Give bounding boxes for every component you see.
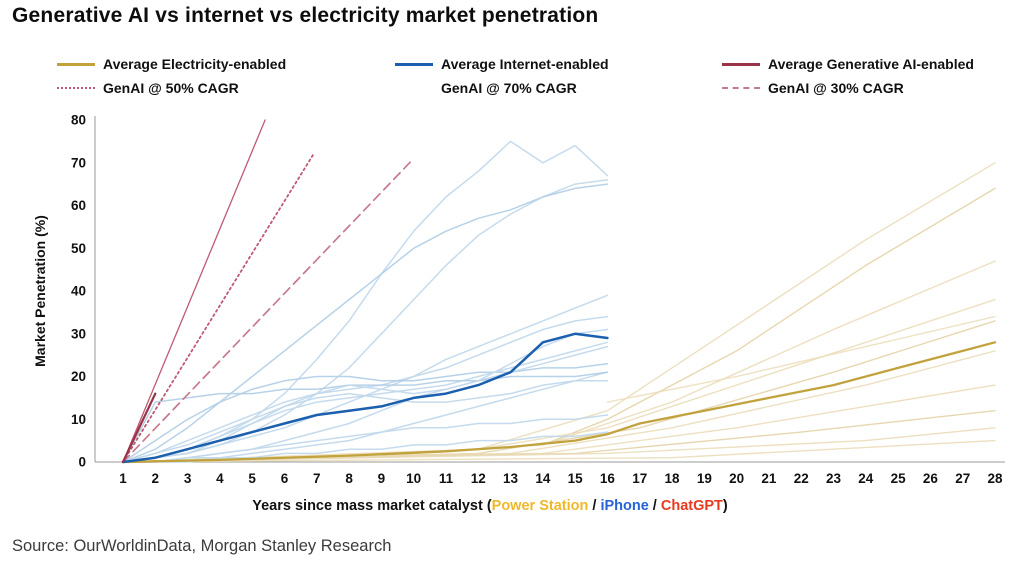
- electricity-tech-9-line: [122, 427, 996, 463]
- x-axis-label-part: ): [722, 498, 728, 514]
- legend-item-label: Average Electricity-enabled: [103, 56, 287, 72]
- x-tick-label: 27: [955, 471, 970, 486]
- x-tick-label: 7: [313, 471, 321, 486]
- y-tick-label: 70: [71, 155, 86, 170]
- x-axis-label-part: iPhone: [600, 498, 649, 514]
- legend-item-label: GenAI @ 70% CAGR: [441, 80, 577, 96]
- y-tick-label: 50: [71, 241, 86, 256]
- x-axis-label-part: Power Station: [491, 498, 589, 514]
- legend-item: Average Internet-enabled: [395, 56, 722, 72]
- x-tick-label: 9: [378, 471, 386, 486]
- x-tick-label: 14: [535, 471, 551, 486]
- legend-swatch-dashed: [722, 87, 760, 89]
- x-tick-label: 6: [281, 471, 289, 486]
- x-axis-label-part: /: [648, 498, 661, 514]
- genai-50-cagr-line: [122, 153, 315, 463]
- electricity-tech-2-line: [542, 187, 996, 446]
- legend-item: GenAI @ 30% CAGR: [722, 80, 1008, 96]
- x-tick-label: 23: [826, 471, 842, 486]
- legend-swatch-solid: [395, 62, 433, 66]
- legend-item-label: GenAI @ 30% CAGR: [768, 80, 904, 96]
- genai-70-cagr-line: [122, 119, 266, 463]
- y-tick-label: 40: [71, 284, 86, 299]
- legend-item-label: GenAI @ 50% CAGR: [103, 80, 239, 96]
- x-tick-label: 20: [729, 471, 744, 486]
- source-text: Source: OurWorldinData, Morgan Stanley R…: [12, 537, 392, 555]
- legend-item-label: Average Internet-enabled: [441, 56, 609, 72]
- electricity-tech-11-line: [606, 315, 996, 403]
- x-tick-label: 28: [987, 471, 1003, 486]
- x-tick-label: 11: [439, 471, 454, 486]
- x-tick-label: 2: [152, 471, 160, 486]
- x-axis-label: Years since mass market catalyst (Power …: [95, 498, 885, 514]
- x-tick-label: 8: [345, 471, 353, 486]
- legend-item: GenAI @ 50% CAGR: [57, 80, 395, 96]
- legend-item: GenAI @ 70% CAGR: [395, 80, 722, 96]
- page-title: Generative AI vs internet vs electricity…: [12, 4, 599, 27]
- electricity-tech-10-line: [122, 439, 996, 463]
- legend-item-label: Average Generative AI-enabled: [768, 56, 974, 72]
- x-tick-label: 21: [761, 471, 777, 486]
- avg-internet-line: [121, 332, 609, 464]
- x-tick-label: 25: [891, 471, 907, 486]
- x-tick-label: 16: [600, 471, 616, 486]
- x-tick-label: 1: [119, 471, 127, 486]
- x-tick-label: 24: [858, 471, 874, 486]
- x-tick-label: 5: [248, 471, 256, 486]
- x-tick-label: 4: [216, 471, 224, 486]
- avg-electricity-line: [121, 341, 997, 464]
- x-tick-label: 26: [923, 471, 939, 486]
- y-tick-label: 80: [71, 113, 86, 128]
- x-tick-label: 10: [406, 471, 421, 486]
- internet-tech-6-line: [122, 362, 609, 463]
- internet-tech-9-line: [122, 371, 609, 463]
- legend-item: Average Generative AI-enabled: [722, 56, 1008, 72]
- legend-swatch-dotted: [57, 87, 95, 89]
- avg-generative-ai-line: [121, 392, 157, 464]
- y-tick-label: 20: [71, 369, 86, 384]
- x-tick-label: 19: [697, 471, 712, 486]
- x-axis-label-part: ChatGPT: [660, 498, 723, 514]
- x-tick-label: 13: [503, 471, 519, 486]
- legend-item: Average Electricity-enabled: [57, 56, 395, 72]
- internet-tech-13-line: [122, 328, 609, 463]
- legend-swatch-solid: [722, 62, 760, 66]
- y-axis-label: Market Penetration (%): [32, 215, 48, 367]
- x-tick-label: 22: [794, 471, 809, 486]
- x-tick-label: 17: [632, 471, 647, 486]
- x-axis-label-part: /: [588, 498, 601, 514]
- legend: Average Electricity-enabled Average Inter…: [57, 56, 1008, 96]
- y-tick-label: 10: [71, 412, 86, 427]
- x-tick-label: 15: [568, 471, 584, 486]
- genai-30-cagr-line: [122, 157, 415, 463]
- y-tick-label: 0: [78, 455, 86, 470]
- legend-swatch-solid: [57, 62, 95, 66]
- x-axis-label-part: Years since mass market catalyst (: [252, 498, 492, 514]
- y-tick-label: 60: [71, 198, 86, 213]
- x-tick-label: 3: [184, 471, 192, 486]
- x-tick-label: 12: [471, 471, 486, 486]
- internet-tech-3-line: [122, 183, 609, 463]
- x-tick-label: 18: [665, 471, 681, 486]
- electricity-tech-4-line: [122, 298, 996, 463]
- internet-tech-1-line: [122, 140, 609, 463]
- internet-tech-10-line: [122, 414, 609, 463]
- internet-tech-12-line: [122, 371, 609, 463]
- internet-tech-14-line: [122, 380, 609, 463]
- y-tick-label: 30: [71, 326, 86, 341]
